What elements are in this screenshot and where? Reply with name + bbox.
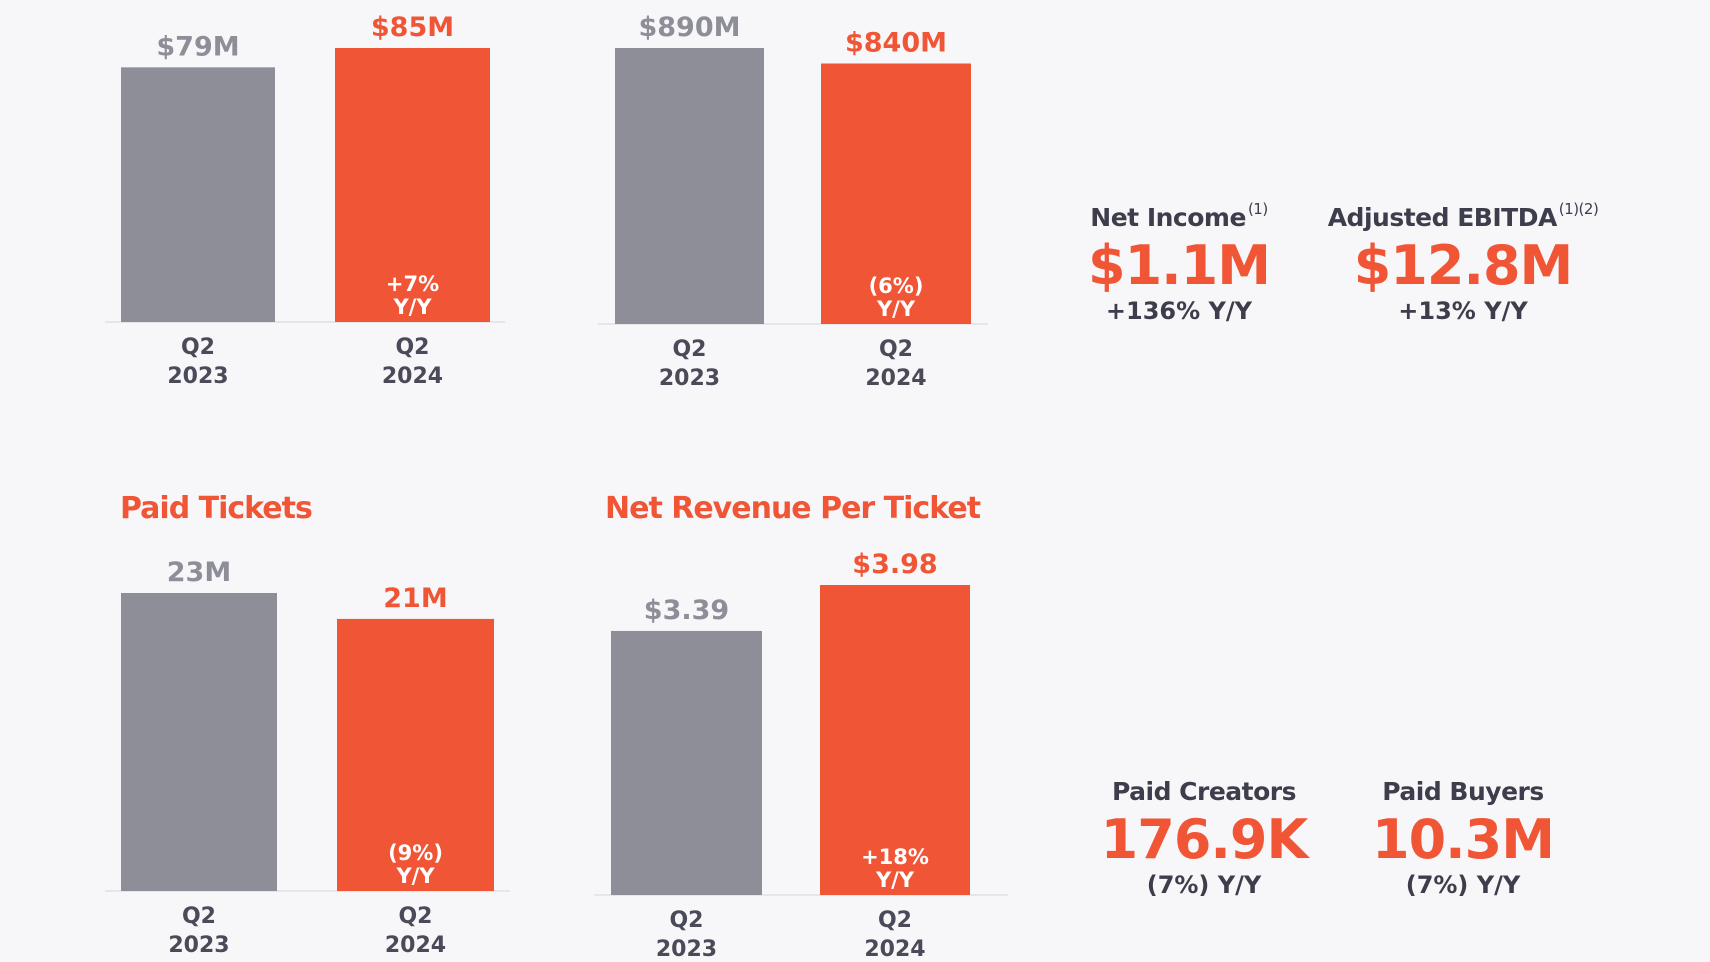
x-tick-label: Q2 [672, 337, 706, 362]
kpi-adjusted-ebitda: Adjusted EBITDA (1)(2) $12.8M +13% Y/Y [1313, 200, 1613, 325]
bar-prior-year [615, 48, 764, 324]
x-tick-label: 2024 [385, 933, 446, 958]
x-tick-label: 2024 [382, 364, 443, 389]
data-label: $79M [156, 31, 239, 62]
bar-current-year [820, 585, 970, 895]
chart-title: Net Revenue Per Ticket [605, 491, 981, 526]
kpi-change: +136% Y/Y [1105, 297, 1253, 325]
kpi-change: +13% Y/Y [1398, 297, 1528, 325]
kpi-value: $12.8M [1353, 234, 1574, 297]
data-label: 23M [167, 557, 231, 588]
footnote-marker: (1)(2) [1558, 200, 1599, 218]
bar-prior-year [121, 67, 275, 322]
x-tick-label: Q2 [182, 904, 216, 929]
kpi-paid-buyers: Paid Buyers 10.3M (7%) Y/Y [1313, 777, 1613, 899]
kpi-change: (7%) Y/Y [1405, 871, 1521, 899]
kpi-label: Net Income [1090, 203, 1246, 232]
x-tick-label: 2023 [168, 933, 229, 958]
x-tick-label: Q2 [181, 335, 215, 360]
kpi-value: $1.1M [1088, 234, 1271, 297]
x-tick-label: Q2 [879, 337, 913, 362]
x-tick-label: Q2 [878, 908, 912, 933]
bar-prior-year [121, 593, 277, 891]
yoy-change-label: Y/Y [875, 868, 915, 892]
kpi-label: Paid Buyers [1382, 777, 1544, 806]
kpi-value: 10.3M [1372, 808, 1555, 871]
chart-title: Paid Tickets [120, 491, 312, 526]
x-tick-label: 2023 [656, 937, 717, 962]
data-label: $85M [371, 12, 454, 43]
yoy-change-label: Y/Y [876, 297, 916, 321]
kpi-change: (7%) Y/Y [1146, 871, 1262, 899]
yoy-change-label: Y/Y [392, 295, 432, 319]
yoy-change-label: (9%) [388, 841, 443, 865]
bar-current-year [335, 48, 490, 322]
kpi-label: Adjusted EBITDA [1327, 203, 1558, 232]
bar-prior-year [611, 630, 762, 895]
data-label: $3.39 [644, 595, 729, 626]
data-label: 21M [383, 583, 447, 614]
kpi-net-income: Net Income (1) $1.1M +136% Y/Y [1029, 200, 1329, 325]
x-tick-label: 2023 [659, 366, 720, 391]
data-label: $890M [638, 12, 740, 43]
data-label: $3.98 [852, 549, 937, 580]
x-tick-label: Q2 [395, 335, 429, 360]
x-tick-label: 2023 [167, 364, 228, 389]
kpi-value: 176.9K [1100, 808, 1309, 871]
kpi-label: Paid Creators [1111, 777, 1297, 806]
x-tick-label: 2024 [864, 937, 925, 962]
yoy-change-label: (6%) [869, 274, 924, 298]
bar-current-year [821, 63, 971, 325]
x-tick-label: 2024 [865, 366, 926, 391]
yoy-change-label: Y/Y [395, 864, 435, 888]
x-tick-label: Q2 [398, 904, 432, 929]
kpi-paid-creators: Paid Creators 176.9K (7%) Y/Y [1054, 777, 1354, 899]
bar-current-year [337, 618, 494, 891]
yoy-change-label: +18% [861, 845, 929, 869]
data-label: $840M [845, 28, 947, 59]
footnote-marker: (1) [1247, 200, 1268, 218]
x-tick-label: Q2 [669, 908, 703, 933]
yoy-change-label: +7% [386, 272, 439, 296]
